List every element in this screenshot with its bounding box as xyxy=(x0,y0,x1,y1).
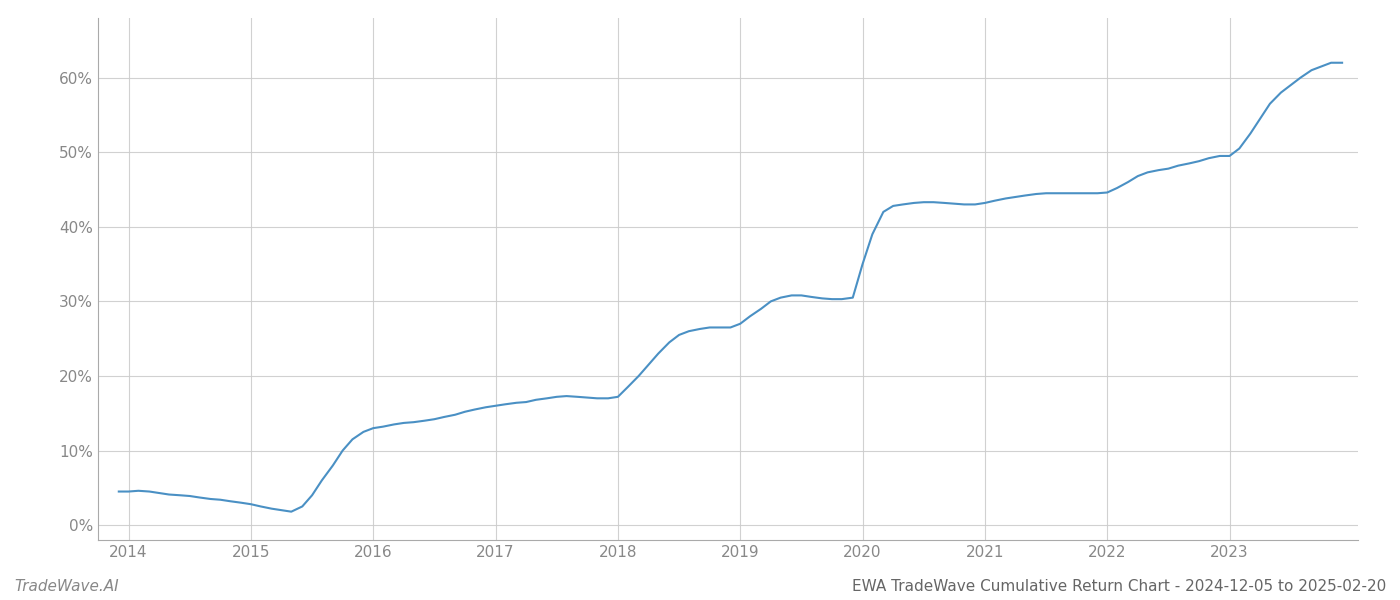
Text: EWA TradeWave Cumulative Return Chart - 2024-12-05 to 2025-02-20: EWA TradeWave Cumulative Return Chart - … xyxy=(851,579,1386,594)
Text: TradeWave.AI: TradeWave.AI xyxy=(14,579,119,594)
